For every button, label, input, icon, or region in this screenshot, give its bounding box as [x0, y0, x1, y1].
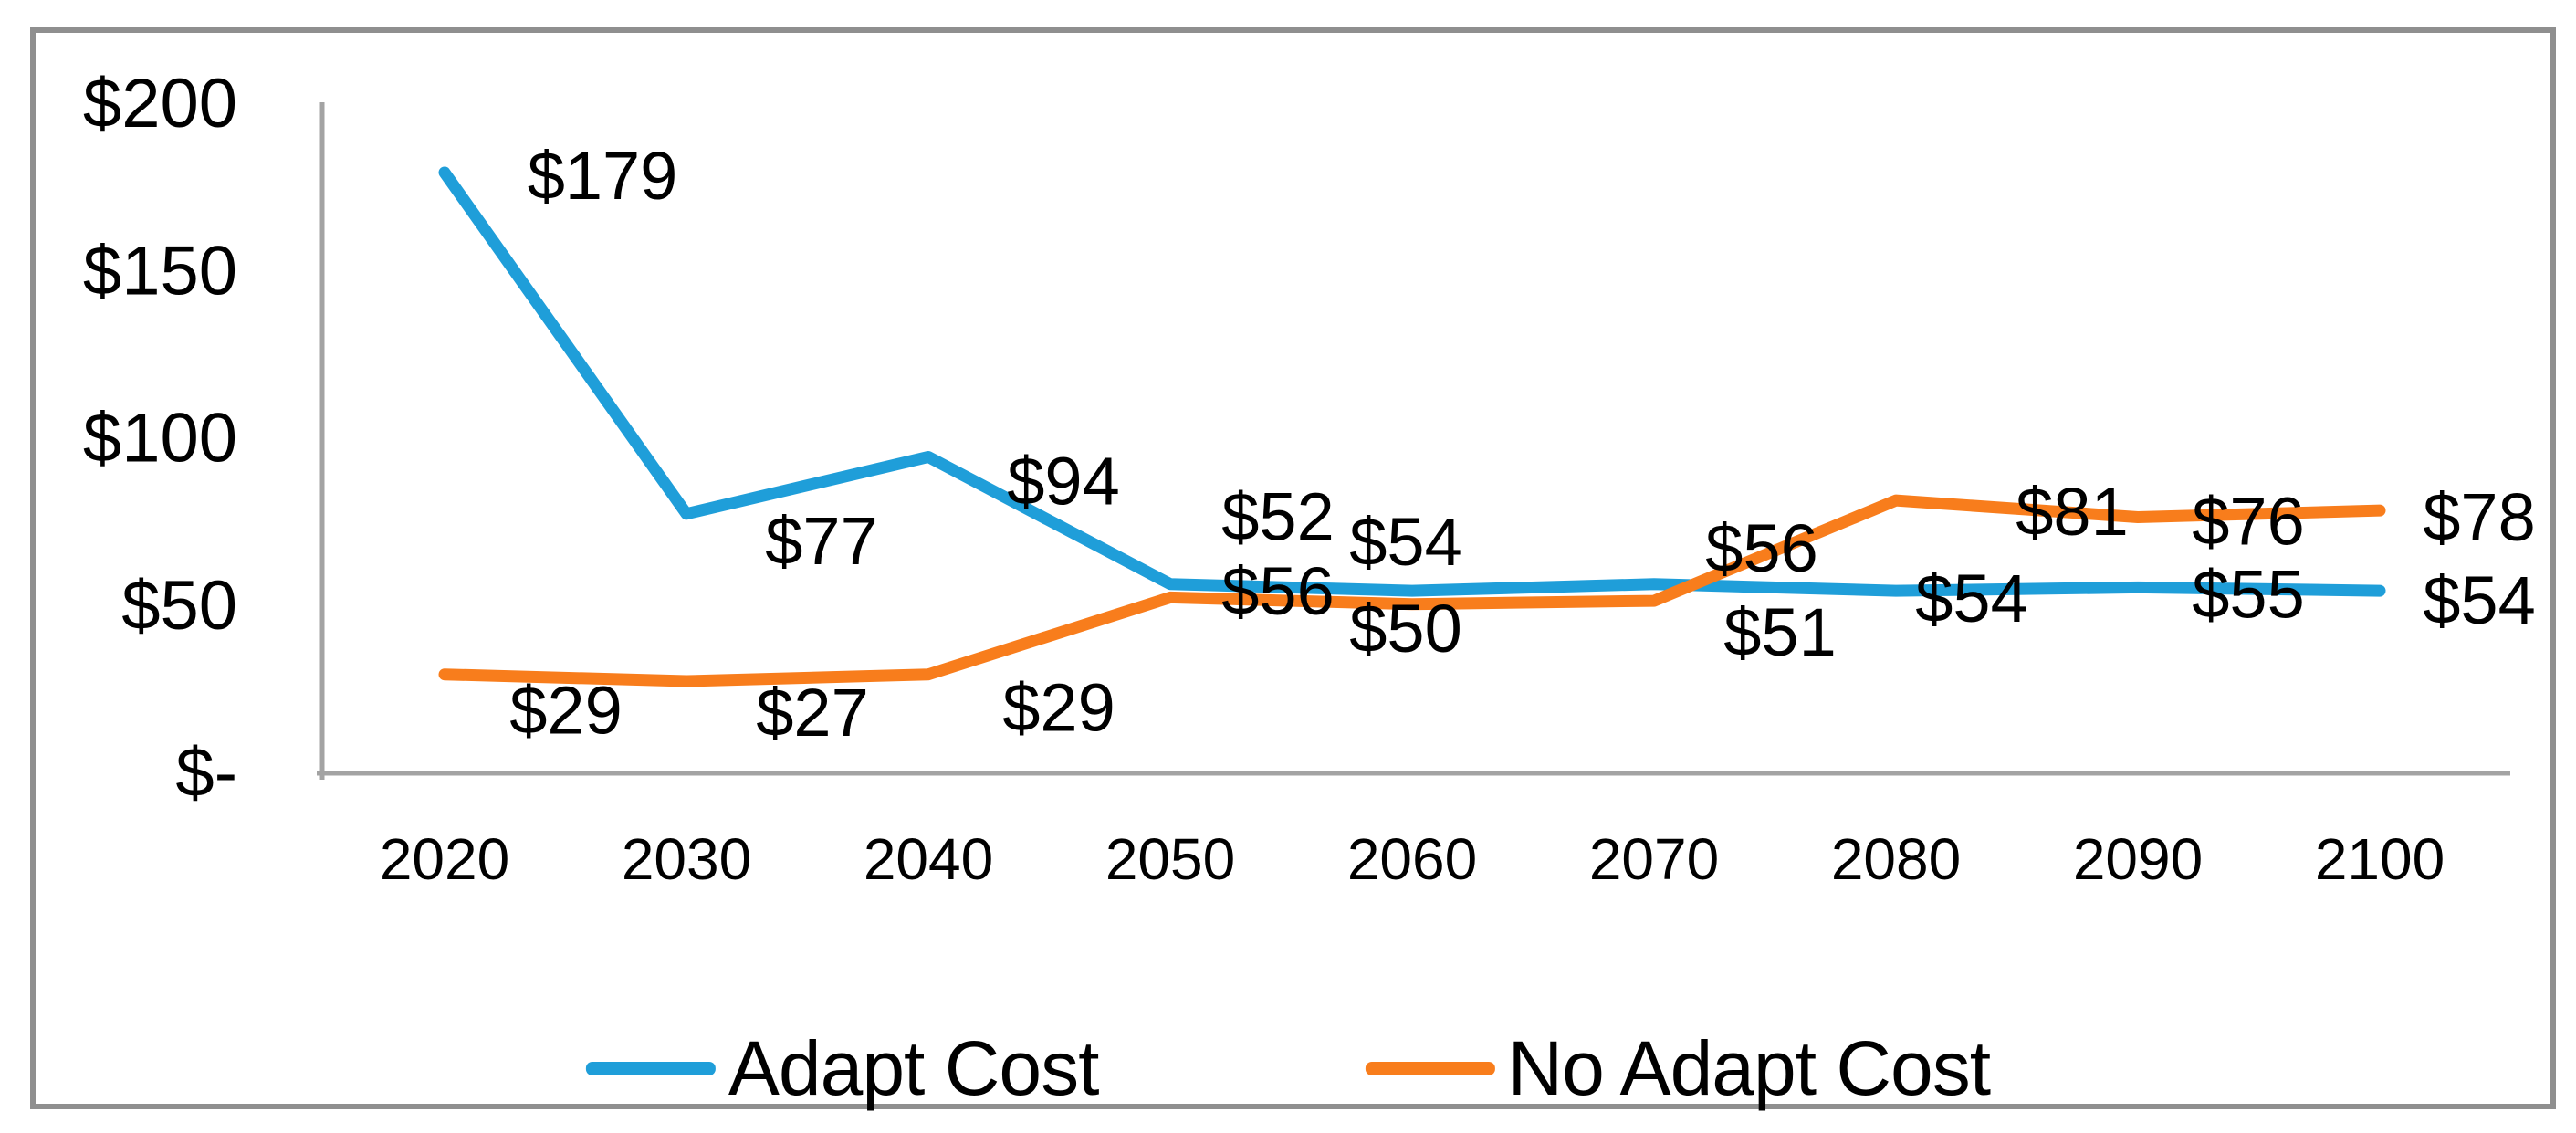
- x-tick-label: 2030: [622, 826, 751, 892]
- data-label: $54: [2423, 562, 2535, 638]
- legend-item-no-adapt-cost: No Adapt Cost: [1365, 1024, 1991, 1113]
- data-label: $54: [1915, 561, 2027, 636]
- y-tick-label: $150: [83, 232, 237, 309]
- series-line-no-adapt-cost: [438, 494, 2386, 687]
- data-label: $56: [1705, 510, 1817, 586]
- x-tick-label: 2060: [1347, 826, 1477, 892]
- legend-swatch-adapt-cost: [585, 1062, 716, 1075]
- data-label: $77: [765, 503, 877, 579]
- y-tick-label: $200: [83, 65, 237, 142]
- y-tick-label: $-: [175, 734, 237, 812]
- chart-outer-border: [30, 27, 2556, 1109]
- data-label: $52: [1221, 478, 1334, 554]
- data-label: $76: [2192, 483, 2304, 559]
- y-tick-label: $50: [121, 567, 237, 645]
- data-label: $54: [1349, 504, 1461, 580]
- series-line-adapt-cost: [438, 166, 2386, 597]
- y-tick-label: $100: [83, 400, 237, 477]
- data-label: $51: [1723, 594, 1836, 670]
- data-label: $50: [1349, 591, 1461, 666]
- x-tick-label: 2070: [1589, 826, 1719, 892]
- legend-swatch-no-adapt-cost: [1365, 1062, 1495, 1075]
- data-label: $55: [2192, 556, 2304, 632]
- legend-label-adapt-cost: Adapt Cost: [728, 1025, 1100, 1111]
- data-label: $56: [1221, 553, 1334, 629]
- data-label: $81: [2016, 474, 2128, 550]
- x-tick-label: 2050: [1105, 826, 1235, 892]
- legend-label-no-adapt-cost: No Adapt Cost: [1507, 1025, 1991, 1111]
- x-tick-label: 2040: [864, 826, 993, 892]
- data-label: $78: [2423, 479, 2535, 555]
- data-label: $27: [756, 675, 868, 750]
- data-label: $29: [509, 673, 622, 749]
- x-tick-label: 2090: [2073, 826, 2203, 892]
- legend-item-adapt-cost: Adapt Cost: [585, 1024, 1100, 1113]
- data-label: $94: [1007, 443, 1119, 519]
- x-tick-label: 2100: [2315, 826, 2445, 892]
- legend: Adapt Cost No Adapt Cost: [585, 1024, 1991, 1113]
- x-tick-label: 2020: [380, 826, 509, 892]
- data-label: $179: [528, 138, 678, 214]
- data-label: $29: [1002, 670, 1115, 746]
- x-tick-label: 2080: [1831, 826, 1961, 892]
